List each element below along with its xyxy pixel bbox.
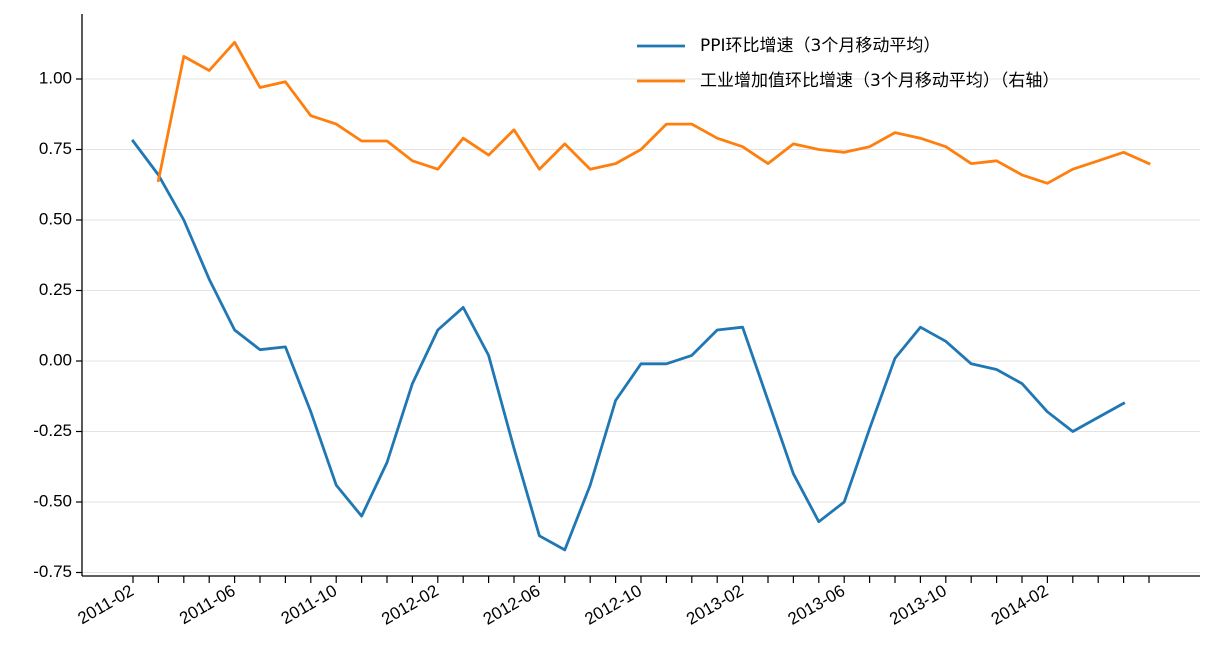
y-tick-label: -0.50 [33, 491, 72, 510]
y-tick-label: 0.25 [39, 280, 72, 299]
x-tick-label: 2011-10 [278, 581, 340, 628]
y-tick-label: 0.50 [39, 209, 72, 228]
x-tick-label: 2013-06 [785, 581, 849, 629]
series-line-1 [156, 40, 1151, 185]
legend-label: PPI环比增速（3个月移动平均） [700, 36, 940, 56]
gridlines [82, 78, 1200, 573]
x-axis-ticks: 2011-02 2011-06 2011-10 2012-02 2012-06 2012-… [75, 576, 1150, 629]
y-axis-ticks: -0.75 -0.50 -0.25 0.00 0.25 0.50 0.75 1.00 [33, 68, 82, 581]
series-lines [131, 40, 1151, 552]
series-line-0 [131, 139, 1126, 552]
x-tick-label: 2013-02 [683, 581, 747, 629]
x-tick-label: 2011-06 [176, 581, 238, 628]
legend-label: 工业增加值环比增速（3个月移动平均）（右轴） [700, 71, 1059, 91]
x-tick-label: 2013-10 [886, 581, 950, 629]
y-tick-label: 0.75 [39, 139, 72, 158]
x-tick-label: 2014-02 [988, 581, 1052, 629]
legend: PPI环比增速（3个月移动平均） 工业增加值环比增速（3个月移动平均）（右轴） [637, 36, 1059, 91]
x-tick-label: 2012-10 [581, 581, 645, 629]
y-tick-label: -0.25 [33, 421, 72, 440]
y-tick-label: 1.00 [39, 68, 72, 87]
y-tick-label: -0.75 [33, 562, 72, 581]
x-tick-label: 2012-02 [378, 581, 442, 629]
x-tick-label: 2012-06 [480, 581, 544, 629]
x-tick-label: 2011-02 [75, 581, 137, 628]
y-tick-label: 0.00 [39, 350, 72, 369]
